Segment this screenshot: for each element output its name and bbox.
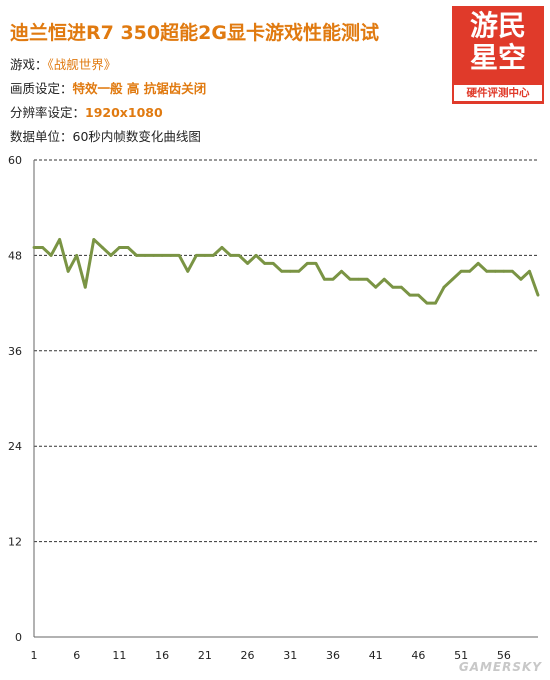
data-point <box>417 293 420 297</box>
series-line-0 <box>34 238 540 305</box>
y-tick-label: 48 <box>8 249 22 262</box>
x-tick-label: 16 <box>155 649 169 662</box>
data-point <box>220 246 224 249</box>
data-point <box>152 254 155 257</box>
logo-line2: 星空 <box>469 41 526 74</box>
data-point <box>229 254 232 257</box>
data-point <box>536 293 540 297</box>
data-point <box>451 277 454 281</box>
watermark: GAMERSKY <box>458 660 542 674</box>
gamersky-logo: 游民 星空 硬件评测中心 <box>452 6 544 104</box>
page-title: 迪兰恒进R7 350超能2G显卡游戏性能测试 <box>10 22 379 44</box>
quality-label: 画质设定： <box>10 81 73 96</box>
y-tick-label: 0 <box>15 631 22 644</box>
data-point <box>434 301 437 305</box>
data-point <box>203 254 207 257</box>
data-point <box>502 269 506 273</box>
x-tick-label: 36 <box>326 649 340 662</box>
data-point <box>194 254 198 257</box>
unit-row: 数据单位：60秒内帧数变化曲线图 <box>10 129 201 144</box>
quality-row: 画质设定：特效一般 高 抗锯齿关闭 <box>10 77 440 101</box>
data-point <box>211 254 215 257</box>
data-point <box>271 261 275 265</box>
data-point <box>237 254 241 257</box>
logo-line1: 游民 <box>469 9 526 42</box>
x-tick-label: 26 <box>241 649 255 662</box>
data-point <box>476 261 480 265</box>
logo-subtitle: 硬件评测中心 <box>454 85 542 101</box>
data-point <box>254 254 258 257</box>
data-point <box>280 269 284 273</box>
x-tick-label: 56 <box>497 649 511 662</box>
header-info: 迪兰恒进R7 350超能2G显卡游戏性能测试 游戏：《战舰世界》 画质设定：特效… <box>10 18 440 149</box>
data-point <box>510 269 514 273</box>
data-point <box>485 269 489 273</box>
data-point <box>83 285 87 289</box>
data-point <box>305 261 309 265</box>
y-tick-label: 12 <box>8 536 22 549</box>
data-point <box>391 285 395 289</box>
resolution-value: 1920x1080 <box>85 105 163 120</box>
x-tick-label: 1 <box>31 649 38 662</box>
x-tick-label: 31 <box>283 649 297 662</box>
data-point <box>408 293 412 297</box>
data-point <box>41 246 44 249</box>
y-tick-label: 60 <box>8 154 22 167</box>
data-point <box>442 285 446 289</box>
data-point <box>135 254 138 257</box>
data-point <box>399 285 403 289</box>
resolution-label: 分辨率设定： <box>10 105 86 120</box>
data-point <box>126 246 130 249</box>
data-point <box>186 269 190 273</box>
data-point <box>75 254 79 257</box>
data-point <box>528 269 531 273</box>
x-tick-label: 51 <box>454 649 468 662</box>
data-point <box>169 254 173 257</box>
data-point <box>100 246 104 249</box>
data-point <box>177 254 181 257</box>
data-point <box>519 277 523 281</box>
data-point <box>331 277 335 281</box>
quality-value: 特效一般 高 抗锯齿关闭 <box>72 81 207 96</box>
x-tick-label: 11 <box>112 649 126 662</box>
data-point <box>288 269 292 273</box>
data-point <box>118 246 121 249</box>
data-point <box>382 277 386 281</box>
data-point <box>493 269 497 273</box>
data-point <box>109 254 113 257</box>
x-tick-label: 46 <box>411 649 425 662</box>
resolution-row: 分辨率设定：1920x1080 <box>10 101 440 125</box>
data-point <box>246 261 249 265</box>
data-point <box>348 277 352 281</box>
data-point <box>58 238 62 241</box>
data-point <box>32 246 36 249</box>
data-point <box>365 277 369 281</box>
game-row: 游戏：《战舰世界》 <box>10 53 440 77</box>
data-point <box>66 269 70 273</box>
data-point <box>263 261 267 265</box>
data-point <box>297 269 301 273</box>
data-point <box>357 277 361 281</box>
data-point <box>314 261 318 265</box>
data-point <box>340 269 343 273</box>
data-point <box>49 254 53 257</box>
y-tick-label: 36 <box>8 345 22 358</box>
x-tick-label: 41 <box>369 649 383 662</box>
data-point <box>459 269 463 273</box>
data-point <box>374 285 378 289</box>
data-point <box>143 254 147 257</box>
data-point <box>160 254 164 257</box>
data-point <box>425 301 429 305</box>
y-tick-label: 24 <box>8 440 22 453</box>
game-value: 《战舰世界》 <box>47 57 117 72</box>
data-point <box>468 269 472 273</box>
data-point <box>323 277 326 281</box>
x-tick-label: 21 <box>198 649 212 662</box>
x-tick-label: 6 <box>73 649 80 662</box>
game-label: 游戏： <box>10 57 48 72</box>
data-point <box>92 238 96 241</box>
